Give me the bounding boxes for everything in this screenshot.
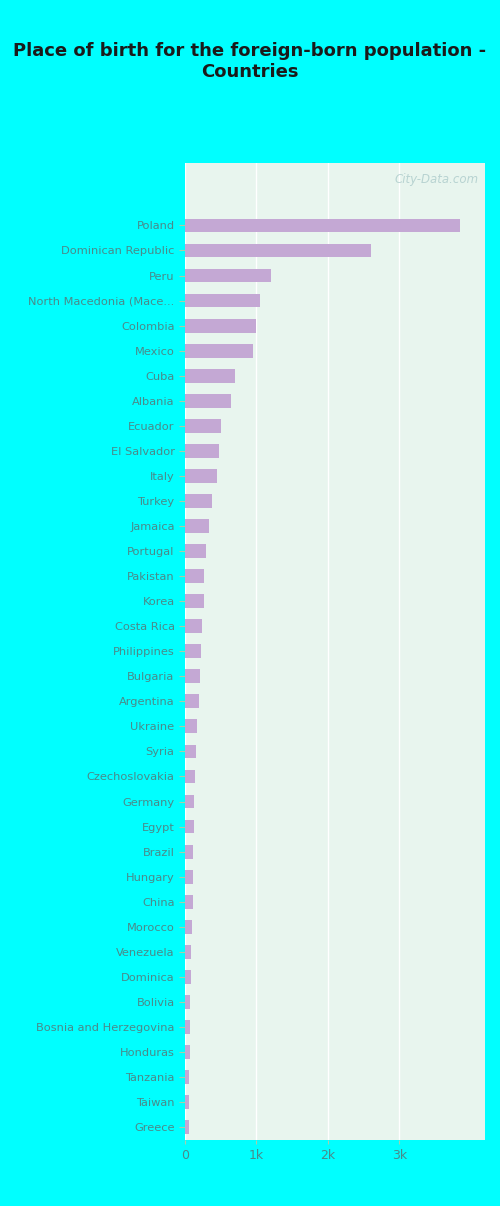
Bar bbox=[185, 369, 235, 382]
Bar bbox=[185, 218, 460, 233]
Bar bbox=[185, 318, 256, 333]
Bar bbox=[185, 469, 217, 482]
Bar bbox=[185, 769, 195, 784]
Bar bbox=[185, 870, 193, 884]
Bar bbox=[185, 418, 220, 433]
Text: City-Data.com: City-Data.com bbox=[395, 172, 479, 186]
Bar bbox=[185, 895, 192, 908]
Bar bbox=[185, 970, 190, 984]
Bar bbox=[185, 1120, 188, 1134]
Bar bbox=[185, 669, 200, 683]
Bar bbox=[185, 294, 260, 308]
Bar bbox=[185, 344, 253, 357]
Bar bbox=[185, 569, 204, 582]
Bar bbox=[185, 544, 206, 558]
Bar bbox=[185, 820, 194, 833]
Bar bbox=[185, 744, 196, 759]
Bar bbox=[185, 1070, 190, 1084]
Bar bbox=[185, 695, 198, 708]
Bar bbox=[185, 644, 202, 658]
Bar bbox=[185, 444, 220, 458]
Bar bbox=[185, 720, 197, 733]
Bar bbox=[185, 595, 204, 608]
Bar bbox=[185, 844, 193, 859]
Bar bbox=[185, 795, 194, 808]
Text: Place of birth for the foreign-born population -
Countries: Place of birth for the foreign-born popu… bbox=[14, 42, 486, 81]
Bar bbox=[185, 920, 192, 933]
Bar bbox=[185, 1020, 190, 1034]
Bar bbox=[185, 519, 210, 533]
Bar bbox=[185, 995, 190, 1008]
Bar bbox=[185, 1095, 189, 1110]
Bar bbox=[185, 1046, 190, 1059]
Bar bbox=[185, 244, 370, 257]
Bar bbox=[185, 269, 270, 282]
Bar bbox=[185, 620, 202, 633]
Bar bbox=[185, 946, 191, 959]
Bar bbox=[185, 394, 232, 408]
Bar bbox=[185, 494, 212, 508]
